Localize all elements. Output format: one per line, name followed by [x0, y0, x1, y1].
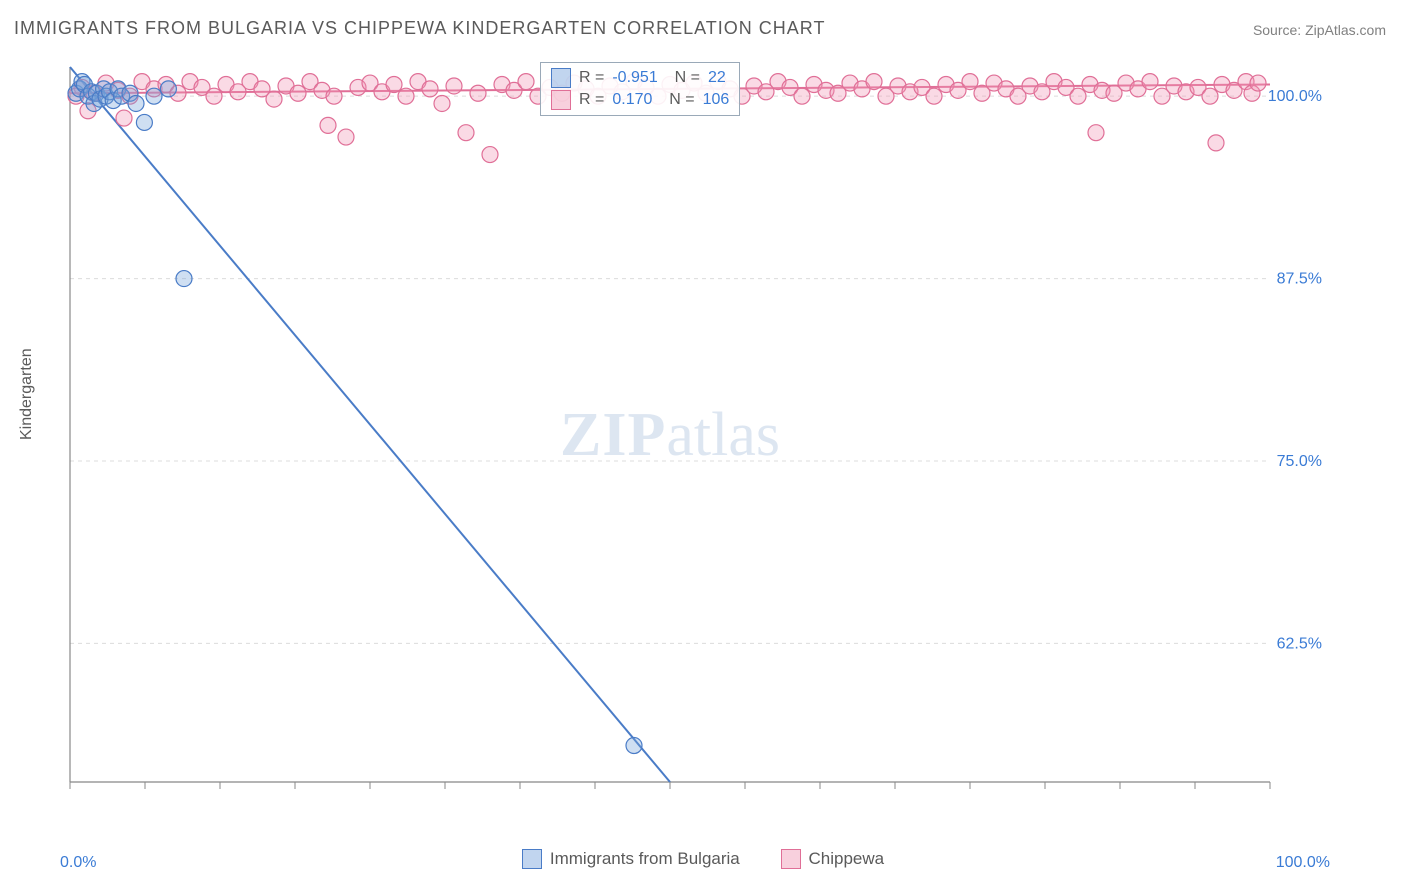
legend-row-series1: R = -0.951 N = 22 [551, 67, 729, 89]
n-value-series2: 106 [703, 89, 730, 111]
swatch-series2-bottom [781, 849, 801, 869]
swatch-series1 [551, 68, 571, 88]
legend-item-series2: Chippewa [781, 849, 885, 869]
svg-text:87.5%: 87.5% [1277, 271, 1322, 288]
svg-text:75.0%: 75.0% [1277, 453, 1322, 470]
svg-text:62.5%: 62.5% [1277, 635, 1322, 652]
swatch-series2 [551, 90, 571, 110]
svg-text:100.0%: 100.0% [1268, 88, 1322, 105]
r-value-series2: 0.170 [612, 89, 652, 111]
n-label: N = [660, 89, 694, 111]
series-legend: Immigrants from Bulgaria Chippewa [0, 849, 1406, 874]
x-axis-max-label: 100.0% [1276, 854, 1330, 872]
r-label: R = [579, 67, 604, 89]
plot-area: 62.5% 75.0% 87.5% 100.0% [60, 62, 1330, 812]
legend-item-series1: Immigrants from Bulgaria [522, 849, 740, 869]
correlation-legend: R = -0.951 N = 22 R = 0.170 N = 106 [540, 62, 740, 116]
r-value-series1: -0.951 [612, 67, 657, 89]
x-axis-min-label: 0.0% [60, 854, 96, 872]
swatch-series1-bottom [522, 849, 542, 869]
n-value-series1: 22 [708, 67, 726, 89]
chart-svg: 62.5% 75.0% 87.5% 100.0% [60, 62, 1330, 812]
chart-title: IMMIGRANTS FROM BULGARIA VS CHIPPEWA KIN… [14, 18, 825, 39]
y-axis-label: Kindergarten [18, 348, 36, 440]
legend-label-series2: Chippewa [809, 849, 885, 869]
r-label: R = [579, 89, 604, 111]
legend-label-series1: Immigrants from Bulgaria [550, 849, 740, 869]
source-attribution: Source: ZipAtlas.com [1253, 22, 1386, 38]
chart-container: IMMIGRANTS FROM BULGARIA VS CHIPPEWA KIN… [0, 0, 1406, 892]
n-label: N = [666, 67, 700, 89]
legend-row-series2: R = 0.170 N = 106 [551, 89, 729, 111]
